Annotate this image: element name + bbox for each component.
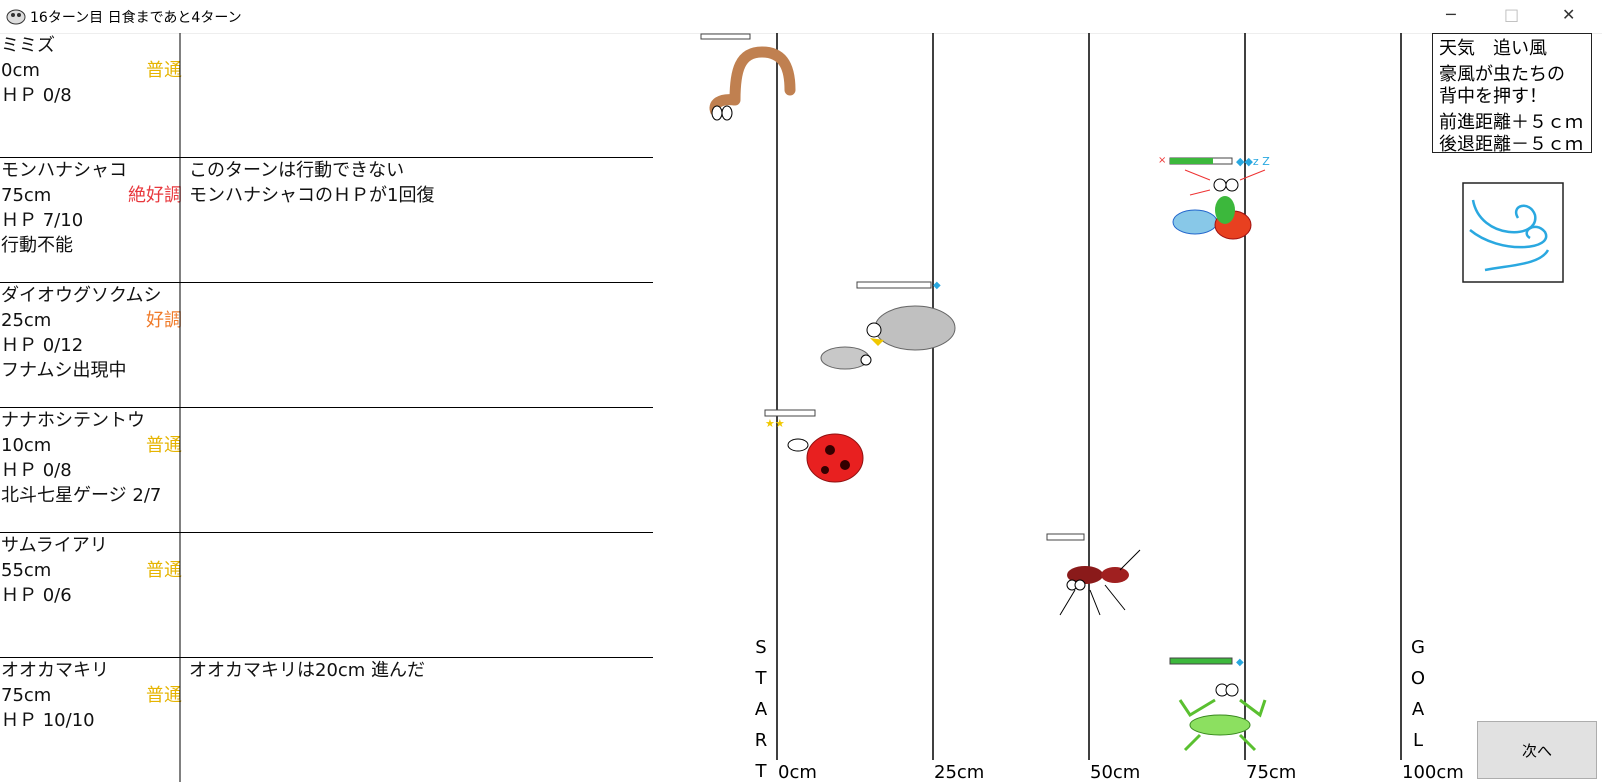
svg-text:★★: ★★: [765, 417, 785, 430]
racer-status: フナムシ出現中: [1, 360, 127, 381]
start-letter: T: [755, 668, 768, 689]
start-letter: R: [755, 730, 768, 751]
distance-label: 75cm: [1246, 762, 1296, 782]
goal-letter: G: [1411, 637, 1425, 658]
racer-distance: 10cm: [1, 435, 52, 456]
ladybug: ★★: [764, 409, 864, 483]
racer-hp: ＨＰ 10/10: [1, 710, 95, 731]
weather-line: 後退距離－５ｃｍ: [1439, 134, 1583, 155]
app-icon: [6, 9, 26, 25]
racer-hp: ＨＰ 0/8: [1, 85, 72, 106]
racer-name: ミミズ: [1, 35, 55, 56]
weather-line: 前進距離＋５ｃｍ: [1439, 112, 1583, 133]
praying-mantis: ◆: [1169, 657, 1267, 752]
samurai-ant: [1046, 533, 1141, 616]
racer-hp: ＨＰ 0/6: [1, 585, 72, 606]
weather-line: 豪風が虫たちの: [1439, 64, 1565, 85]
weather-line: 天気 追い風: [1439, 38, 1547, 59]
start-letter: A: [755, 699, 768, 720]
racer-name: オオカマキリ: [1, 660, 109, 681]
racer-condition: 普通: [146, 560, 182, 581]
row-divider: [0, 282, 653, 283]
racer-condition: 普通: [146, 435, 182, 456]
racer-name: サムライアリ: [1, 535, 108, 556]
giant-isopod: ◆: [820, 280, 956, 370]
racer-hp: ＨＰ 0/12: [1, 335, 84, 356]
svg-text:×: ×: [1158, 155, 1166, 166]
title-bar: 16ターン目 日食まであと4ターン ─ □ ✕: [0, 0, 1602, 34]
row-divider: [0, 657, 653, 658]
distance-label: 100cm: [1402, 762, 1464, 782]
racer-condition: 普通: [146, 685, 182, 706]
racer-condition: 普通: [146, 60, 182, 81]
racer-status: 北斗七星ゲージ 2/7: [1, 485, 162, 506]
minimize-button[interactable]: ─: [1446, 5, 1456, 24]
goal-letter: L: [1413, 730, 1423, 751]
racer-name: モンハナシャコ: [1, 160, 127, 181]
racer-name: ナナホシテントウ: [1, 410, 145, 431]
close-button[interactable]: ✕: [1562, 5, 1576, 24]
mantis-shrimp: × ◆◆z Z: [1158, 155, 1270, 240]
distance-label: 50cm: [1090, 762, 1140, 782]
start-letter: S: [755, 637, 766, 658]
svg-text:◆◆z Z: ◆◆z Z: [1236, 155, 1270, 168]
track-lines: [776, 33, 1402, 760]
racer-condition: 絶好調: [128, 185, 182, 206]
racer-distance: 0cm: [1, 60, 40, 81]
log-line: モンハナシャコのＨＰが1回復: [189, 185, 435, 206]
log-line: このターンは行動できない: [189, 160, 405, 181]
goal-letter: A: [1412, 699, 1425, 720]
log-line: オオカマキリは20cm 進んだ: [189, 660, 426, 681]
row-divider: [0, 157, 653, 158]
racer-distance: 25cm: [1, 310, 52, 331]
weather-box: 天気 追い風 豪風が虫たちの 背中を押す！ 前進距離＋５ｃｍ 後退距離－５ｃｍ: [1432, 33, 1592, 155]
racer-hp: ＨＰ 0/8: [1, 460, 72, 481]
distance-label: 25cm: [934, 762, 984, 782]
racer-distance: 75cm: [1, 185, 52, 206]
racer-distance: 75cm: [1, 685, 52, 706]
window-title: 16ターン目 日食まであと4ターン: [30, 10, 242, 26]
svg-text:◆: ◆: [933, 280, 941, 291]
racer-name: ダイオウグソクムシ: [1, 285, 162, 306]
next-button[interactable]: 次へ: [1477, 721, 1597, 779]
row-divider: [0, 407, 653, 408]
maximize-button[interactable]: □: [1504, 5, 1520, 24]
weather-line: 背中を押す！: [1439, 86, 1547, 107]
goal-letter: O: [1411, 668, 1425, 689]
distance-label: 0cm: [778, 762, 817, 782]
svg-text:◆: ◆: [1236, 657, 1244, 668]
racer-hp: ＨＰ 7/10: [1, 210, 84, 231]
racer-condition: 好調: [146, 310, 182, 331]
weather-icon: [1462, 182, 1564, 283]
racer-distance: 55cm: [1, 560, 52, 581]
start-letter: T: [755, 761, 768, 782]
worm: [700, 33, 796, 121]
row-divider: [0, 532, 653, 533]
racer-status: 行動不能: [1, 235, 73, 256]
